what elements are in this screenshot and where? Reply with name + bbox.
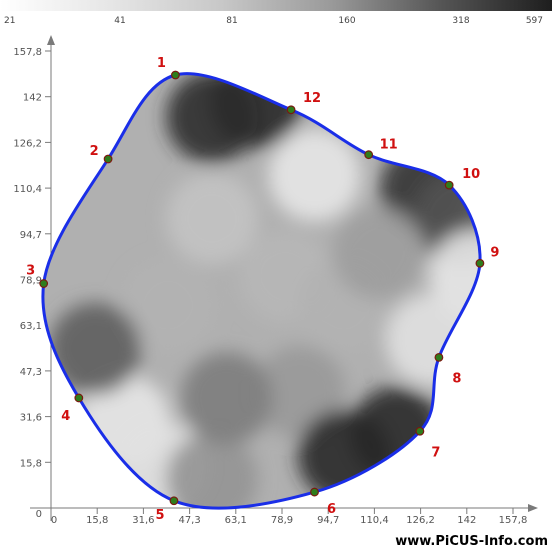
y-tick-label: 157,8	[13, 47, 42, 58]
sensor-point	[444, 180, 454, 190]
y-tick-label: 110,4	[13, 184, 42, 195]
x-tick-label: 47,3	[178, 515, 200, 526]
sensor-label: 6	[327, 502, 336, 517]
color-scale-labels: 21 41 81 160 318 597	[4, 16, 543, 26]
x-tick-label: 126,2	[406, 515, 435, 526]
sensor-point	[310, 487, 319, 497]
y-tick-label: 47,3	[20, 367, 42, 378]
watermark-text: www.PiCUS-Info.com	[395, 534, 548, 549]
sensor-point	[475, 258, 485, 268]
x-tick-label: 94,7	[317, 515, 339, 526]
y-tick-label: 63,1	[20, 321, 42, 332]
color-scale-label: 597	[526, 16, 543, 26]
x-tick-label: 110,4	[360, 515, 389, 526]
y-tick-label: 15,8	[20, 458, 42, 469]
sensor-point	[171, 70, 180, 80]
density-region	[414, 172, 481, 265]
density-region	[166, 433, 259, 509]
y-tick-label: 94,7	[20, 230, 42, 241]
density-region	[122, 259, 215, 352]
sensor-point	[39, 279, 49, 288]
color-scale-label: 160	[338, 16, 355, 26]
density-region	[180, 351, 273, 444]
y-axis-arrow	[47, 35, 55, 45]
sensor-label: 11	[380, 138, 398, 153]
density-region	[350, 386, 443, 479]
x-tick-label: 15,8	[86, 515, 108, 526]
density-region	[268, 128, 361, 221]
sensor-label: 9	[490, 245, 499, 260]
x-axis-arrow	[528, 504, 538, 512]
density-region	[48, 302, 141, 395]
x-tick-label: 63,1	[225, 515, 247, 526]
x-tick-label: 142	[457, 515, 476, 526]
sensor-label: 3	[26, 264, 35, 279]
sensor-point	[415, 426, 425, 436]
trunk-shading	[42, 73, 481, 509]
color-scale-label: 21	[4, 16, 15, 26]
y-tick-label: 78,9	[20, 276, 42, 287]
y-tick-label: 31,6	[20, 413, 42, 424]
sensor-label: 4	[61, 409, 70, 424]
sensor-label: 8	[452, 371, 461, 386]
sensor-point	[434, 353, 444, 362]
sensor-point	[74, 393, 84, 403]
density-region	[209, 73, 302, 149]
x-tick-label: 31,6	[132, 515, 154, 526]
x-axis-ticks: 0 15,8 31,6 47,3 63,1 78,9 94,7 110,4 126,2 142 15…	[50, 508, 528, 526]
sensor-label: 7	[431, 445, 440, 460]
sensor-label: 12	[303, 91, 321, 106]
color-scale-label: 41	[114, 16, 125, 26]
sensor-point	[286, 105, 296, 115]
sensor-label: 2	[90, 144, 99, 159]
y-tick-label: 126,2	[13, 138, 42, 149]
sensor-label: 1	[157, 56, 166, 71]
x-tick-label: 0	[51, 515, 57, 526]
x-tick-label: 157,8	[499, 515, 528, 526]
density-region	[166, 172, 259, 265]
x-tick-label: 78,9	[271, 515, 293, 526]
y-tick-label: 142	[23, 93, 42, 104]
sensor-point	[169, 496, 179, 506]
sensor-point	[364, 150, 374, 160]
color-scale-label: 81	[226, 16, 237, 26]
sensor-point	[103, 154, 113, 164]
density-region	[332, 207, 425, 300]
sensor-label: 10	[462, 167, 480, 182]
color-scale-bar	[0, 0, 552, 11]
color-scale-label: 318	[452, 16, 469, 26]
y-tick-label: 0	[36, 509, 42, 520]
sensor-label: 5	[155, 508, 164, 523]
